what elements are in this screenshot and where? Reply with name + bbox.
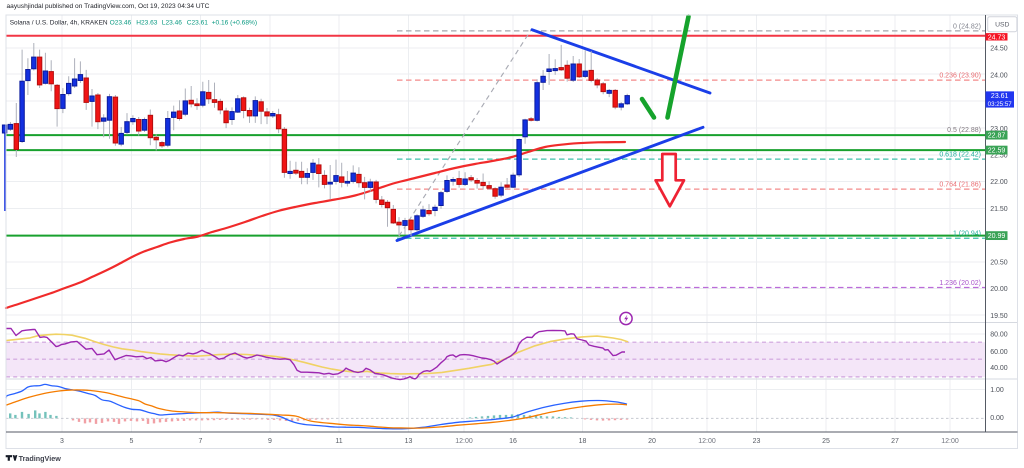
svg-text:0.5 (22.88): 0.5 (22.88)	[947, 127, 981, 134]
svg-text:0 (24.82): 0 (24.82)	[953, 23, 981, 30]
svg-text:O23.46: O23.46	[110, 19, 132, 26]
svg-text:20: 20	[648, 438, 656, 445]
svg-text:9: 9	[268, 438, 272, 445]
svg-text:20.50: 20.50	[990, 259, 1008, 266]
svg-text:24.50: 24.50	[990, 46, 1008, 53]
svg-text:L23.46: L23.46	[162, 19, 183, 26]
svg-text:21.50: 21.50	[990, 206, 1008, 213]
svg-text:11: 11	[335, 438, 342, 445]
svg-text:1.236 (20.02): 1.236 (20.02)	[939, 280, 981, 287]
svg-text:12:00: 12:00	[455, 438, 473, 445]
svg-text:0.00: 0.00	[990, 415, 1004, 422]
svg-text:+0.16 (+0.68%): +0.16 (+0.68%)	[212, 19, 257, 26]
svg-text:12:00: 12:00	[941, 438, 959, 445]
svg-text:24.00: 24.00	[990, 72, 1008, 79]
svg-text:22.87: 22.87	[988, 133, 1006, 140]
svg-text:C23.61: C23.61	[187, 19, 209, 26]
svg-text:40.00: 40.00	[990, 365, 1008, 372]
svg-text:16: 16	[509, 438, 517, 445]
svg-text:1 (20.94): 1 (20.94)	[953, 231, 981, 238]
svg-text:03:25:57: 03:25:57	[988, 101, 1013, 108]
svg-text:23: 23	[753, 438, 761, 445]
svg-text:0.236 (23.90): 0.236 (23.90)	[939, 73, 981, 80]
svg-text:13: 13	[405, 438, 413, 445]
svg-text:22.59: 22.59	[988, 148, 1006, 155]
svg-text:20.00: 20.00	[990, 286, 1008, 293]
svg-text:23.61: 23.61	[991, 93, 1009, 100]
svg-text:22.50: 22.50	[990, 153, 1008, 160]
svg-text:19.50: 19.50	[990, 313, 1008, 320]
svg-text:18: 18	[579, 438, 587, 445]
svg-text:USD: USD	[995, 22, 1009, 29]
svg-text:12:00: 12:00	[698, 438, 716, 445]
svg-text:Solana / U.S. Dollar, 4h, KRAK: Solana / U.S. Dollar, 4h, KRAKEN	[10, 19, 108, 26]
svg-text:24.73: 24.73	[988, 34, 1006, 41]
svg-text:3: 3	[60, 438, 64, 445]
svg-text:0.764 (21.86): 0.764 (21.86)	[939, 182, 981, 189]
svg-text:80.00: 80.00	[990, 332, 1008, 339]
svg-text:5: 5	[130, 438, 134, 445]
svg-text:TradingView: TradingView	[19, 454, 62, 463]
svg-text:1.00: 1.00	[990, 387, 1004, 394]
svg-text:20.99: 20.99	[988, 233, 1006, 240]
svg-text:23.00: 23.00	[990, 126, 1008, 133]
svg-text:25: 25	[822, 438, 830, 445]
svg-text:0.618 (22.42): 0.618 (22.42)	[939, 152, 981, 159]
svg-text:60.00: 60.00	[990, 349, 1008, 356]
svg-text:22.00: 22.00	[990, 179, 1008, 186]
svg-text:H23.63: H23.63	[136, 19, 158, 26]
svg-text:27: 27	[891, 438, 899, 445]
svg-text:7: 7	[199, 438, 203, 445]
